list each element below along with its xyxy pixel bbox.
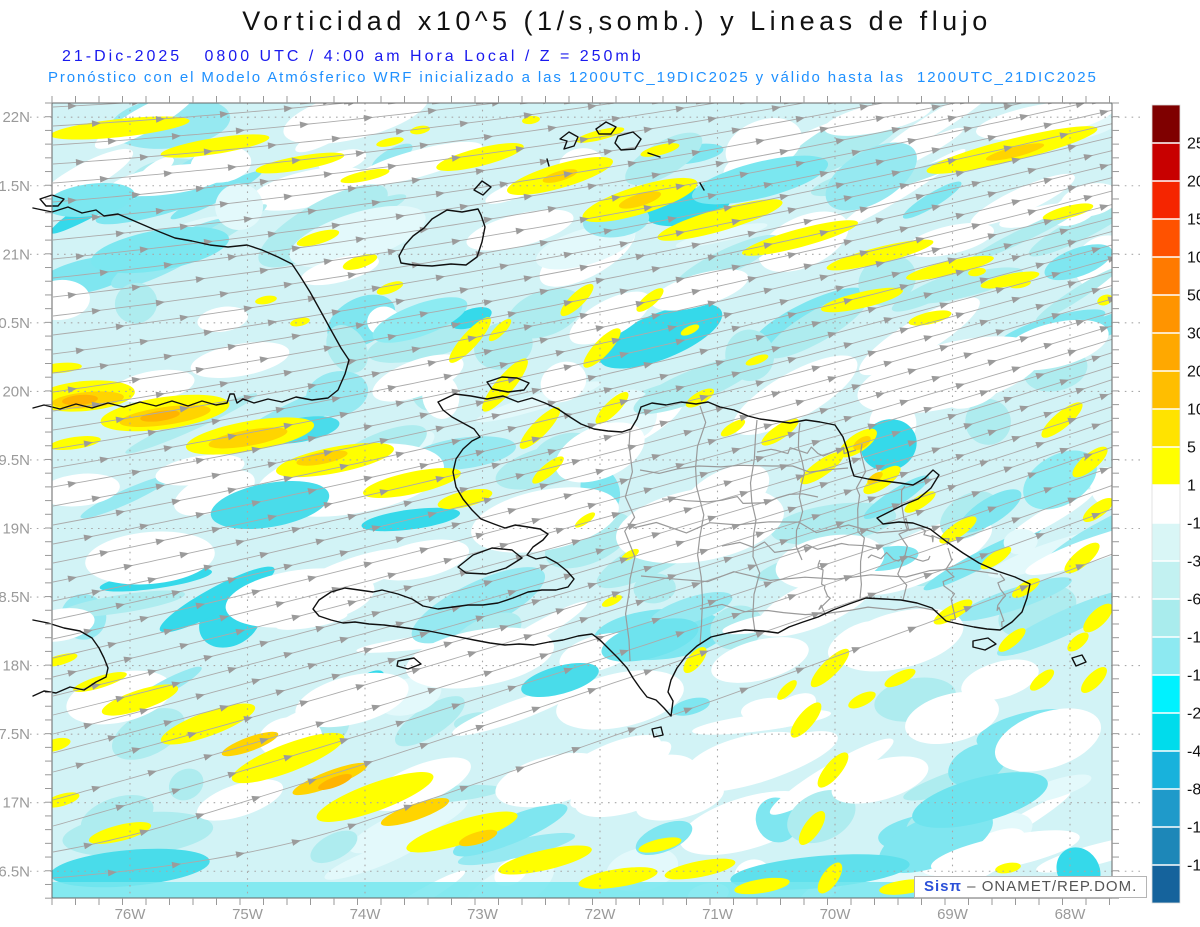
lon-label: 75W <box>232 906 264 923</box>
lon-label: 69W <box>937 906 969 923</box>
colorbar-tick-label: -12 <box>1187 630 1200 647</box>
lat-label: 1.5N <box>0 178 30 195</box>
colorbar-tick-label: -80 <box>1187 782 1200 799</box>
lat-label: 22N <box>2 109 30 126</box>
colorbar-tick-label: 1 <box>1187 478 1196 495</box>
lat-label: 9.5N <box>0 452 30 469</box>
watermark-separator: – <box>962 878 982 895</box>
watermark-brand: Sisπ <box>924 878 962 895</box>
chart-title: Vorticidad x10^5 (1/s,somb.) y Lineas de… <box>242 6 992 36</box>
lat-label: 20N <box>2 383 30 400</box>
colorbar-tick-label: 150 <box>1187 212 1200 229</box>
lat-label: 18N <box>2 658 30 675</box>
province-borders-layer <box>624 405 1007 662</box>
lon-label: 76W <box>115 906 147 923</box>
colorbar-tick-label: 10 <box>1187 402 1200 419</box>
model-info-line: Pronóstico con el Modelo Atmósferico WRF… <box>48 69 1098 86</box>
lat-label: 17N <box>2 795 30 812</box>
colorbar-tick-label: -1 <box>1187 516 1200 533</box>
lat-label: 19N <box>2 521 30 538</box>
lat-label: 21N <box>2 246 30 263</box>
valid-time-line: 21-Dic-2025 0800 UTC / 4:00 am Hora Loca… <box>62 48 644 65</box>
colorbar-tick-label: 200 <box>1187 174 1200 191</box>
colorbar-tick-label: 50 <box>1187 288 1200 305</box>
watermark-org: ONAMET/REP.DOM. <box>981 878 1138 895</box>
colorbar-tick-label: -3 <box>1187 554 1200 571</box>
lat-label: 7.5N <box>0 726 30 743</box>
lon-label: 73W <box>467 906 499 923</box>
lon-label: 70W <box>820 906 852 923</box>
lon-label: 72W <box>585 906 617 923</box>
lon-label: 74W <box>350 906 382 923</box>
colorbar-tick-label: -6 <box>1187 592 1200 609</box>
lat-label: 8.5N <box>0 589 30 606</box>
colorbar-tick-label: -18 <box>1187 668 1200 685</box>
lon-label: 71W <box>702 906 734 923</box>
colorbar-tick-label: 30 <box>1187 326 1200 343</box>
streamlines-layer <box>52 103 1112 879</box>
colorbar-tick-label: 250 <box>1187 136 1200 153</box>
colorbar-tick-label: 100 <box>1187 250 1200 267</box>
lat-label: 6.5N <box>0 863 30 880</box>
lon-label: 68W <box>1055 906 1087 923</box>
colorbar-tick-label: -26 <box>1187 706 1200 723</box>
coastlines-layer <box>32 121 1087 738</box>
colorbar-tick-label: 20 <box>1187 364 1200 381</box>
watermark-badge: Sisπ – ONAMET/REP.DOM. <box>914 876 1148 898</box>
colorbar-tick-label: -120 <box>1187 820 1200 837</box>
colorbar: 250 200 150 100 50 30 20 10 5 1 -1 -3 -6 -12 -18 -26 -42… <box>1151 104 1200 904</box>
axis-labels: 22N 1.5N 21N 0.5N 20N 9.5N 19N 8.5N 18N 7.5N 17N 6.… <box>0 109 1086 923</box>
vorticity-shading-layer <box>52 103 1112 898</box>
colorbar-tick-label: -42 <box>1187 744 1200 761</box>
colorbar-tick-label: 5 <box>1187 440 1196 457</box>
colorbar-tick-label: -160 <box>1187 858 1200 875</box>
lat-label: 0.5N <box>0 315 30 332</box>
